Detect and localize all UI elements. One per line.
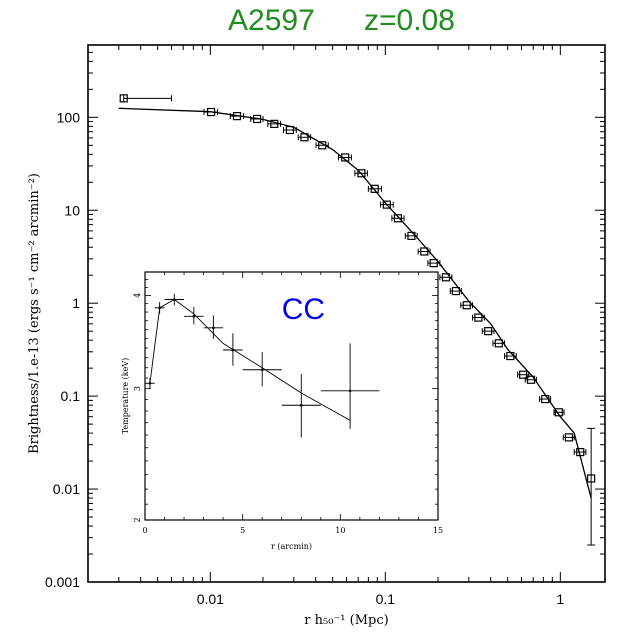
brightness-profile-chart: 0.01 0.1 10.0010.010.1110100Brightness/1.e… — [27, 44, 606, 628]
data-point — [270, 119, 279, 128]
data-point — [357, 169, 366, 178]
y-axis-label: Brightness/1.e-13 (ergs s⁻¹ cm⁻² arcmin⁻… — [27, 173, 42, 454]
inset-x-tick-label: 10 — [335, 526, 345, 535]
inset-data-point — [260, 368, 264, 372]
data-point — [484, 327, 493, 336]
y-tick-label: 0.01 — [53, 481, 80, 497]
data-point — [370, 184, 379, 193]
x-tick-label: 1 — [556, 591, 564, 607]
inset-y-axis-label: Temperature (keV) — [121, 358, 130, 435]
data-point — [206, 107, 216, 117]
data-point — [526, 375, 536, 384]
data-point — [382, 200, 391, 209]
inset-data-point — [148, 381, 152, 385]
y-tick-label: 0.001 — [45, 574, 80, 590]
inset-x-tick-label: 15 — [433, 526, 443, 535]
x-axis-label: r h₅₀⁻¹ (Mpc) — [304, 613, 388, 628]
data-point — [554, 408, 563, 417]
data-point — [318, 141, 327, 150]
inset-data-point — [173, 298, 176, 301]
data-point-outermost — [587, 474, 596, 483]
temperature-profile-inset: 0 5 10 15 2 3 4 Temperature (keV) r (arcmin) CC — [121, 271, 443, 551]
inset-data-point — [299, 403, 303, 407]
data-point — [474, 313, 483, 322]
x-tick-label: 0.01 — [197, 591, 224, 607]
data-point — [300, 133, 309, 142]
data-point — [429, 259, 438, 268]
data-point — [541, 394, 550, 404]
data-point — [407, 231, 416, 240]
inset-x-axis-label: r (arcmin) — [271, 542, 312, 551]
y-tick-label: 0.1 — [61, 388, 81, 404]
data-point — [441, 273, 451, 282]
inset-data-point — [212, 326, 215, 330]
data-point — [393, 214, 403, 223]
inset-annotation-cc: CC — [282, 293, 325, 326]
inset-data-point — [158, 306, 161, 310]
inset-data-point — [192, 315, 196, 318]
data-point — [451, 286, 460, 296]
data-point — [232, 112, 242, 121]
data-point — [119, 94, 128, 103]
chart-title: A2597 z=0.08 — [0, 4, 632, 44]
inset-x-tick-label: 0 — [142, 526, 147, 535]
data-point — [494, 339, 503, 348]
data-point — [576, 447, 585, 457]
data-point — [506, 351, 515, 361]
title-redshift: z=0.08 — [364, 4, 455, 37]
y-tick-label: 100 — [57, 109, 81, 125]
data-point — [341, 153, 350, 162]
y-tick-label: 1 — [72, 295, 80, 311]
inset-y-tick-label: 3 — [133, 386, 142, 391]
inset-y-tick-label: 4 — [133, 293, 142, 298]
data-point — [252, 114, 262, 124]
data-point — [462, 301, 471, 310]
data-point — [564, 433, 574, 442]
inset-x-tick-label: 5 — [240, 526, 245, 535]
data-point — [519, 370, 528, 379]
y-tick-label: 10 — [64, 202, 80, 218]
inset-data-point — [231, 348, 235, 352]
data-point — [420, 247, 429, 256]
title-cluster-name: A2597 — [228, 4, 315, 37]
data-point — [285, 125, 295, 135]
model-fit-line — [118, 107, 592, 499]
x-tick-label: 0.1 — [376, 591, 396, 607]
inset-data-point — [348, 389, 352, 393]
inset-y-tick-label: 2 — [133, 517, 142, 522]
inset-model-line — [149, 298, 351, 421]
